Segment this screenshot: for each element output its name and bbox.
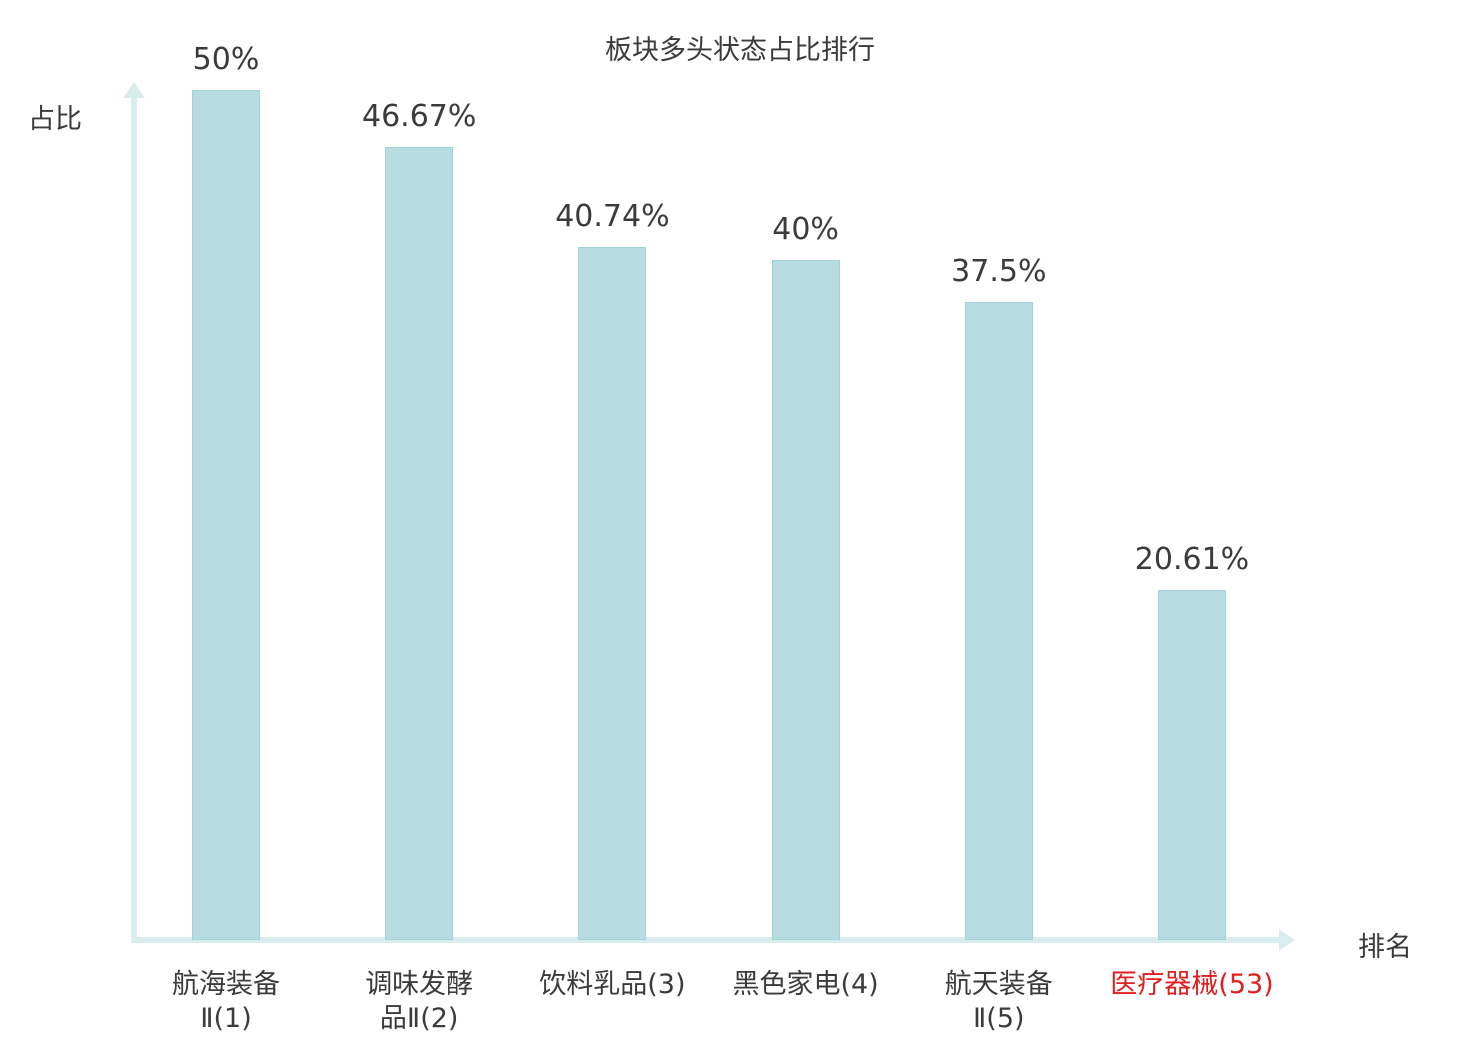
chart-title: 板块多头状态占比排行 <box>605 35 875 66</box>
category-label: 黑色家电(4) <box>732 969 879 1000</box>
category-label: 航天装备 Ⅱ(5) <box>944 969 1053 1034</box>
y-axis <box>131 95 137 943</box>
bar-value-label: 40.74% <box>555 199 670 234</box>
y-axis-label: 占比 <box>28 104 82 135</box>
x-axis-label: 排名 <box>1358 932 1412 963</box>
bar <box>385 147 454 940</box>
category-label: 饮料乳品(3) <box>539 969 686 1000</box>
bar <box>578 247 647 940</box>
bar <box>1158 590 1226 940</box>
bar <box>964 302 1033 940</box>
bar <box>771 260 840 940</box>
x-axis <box>131 937 1281 943</box>
bar-value-label: 37.5% <box>951 254 1047 289</box>
x-axis-arrow-icon <box>1279 929 1295 951</box>
category-label: 医疗器械(53) <box>1110 969 1274 1000</box>
bar-value-label: 46.67% <box>361 99 477 134</box>
category-label: 调味发酵 品Ⅱ(2) <box>365 969 474 1034</box>
bar-value-label: 20.61% <box>1134 542 1250 577</box>
y-axis-arrow-icon <box>123 82 145 98</box>
bar <box>192 90 260 940</box>
bar-value-label: 50% <box>192 42 260 77</box>
category-label: 航海装备 Ⅱ(1) <box>172 969 280 1034</box>
bar-value-label: 40% <box>772 212 839 247</box>
